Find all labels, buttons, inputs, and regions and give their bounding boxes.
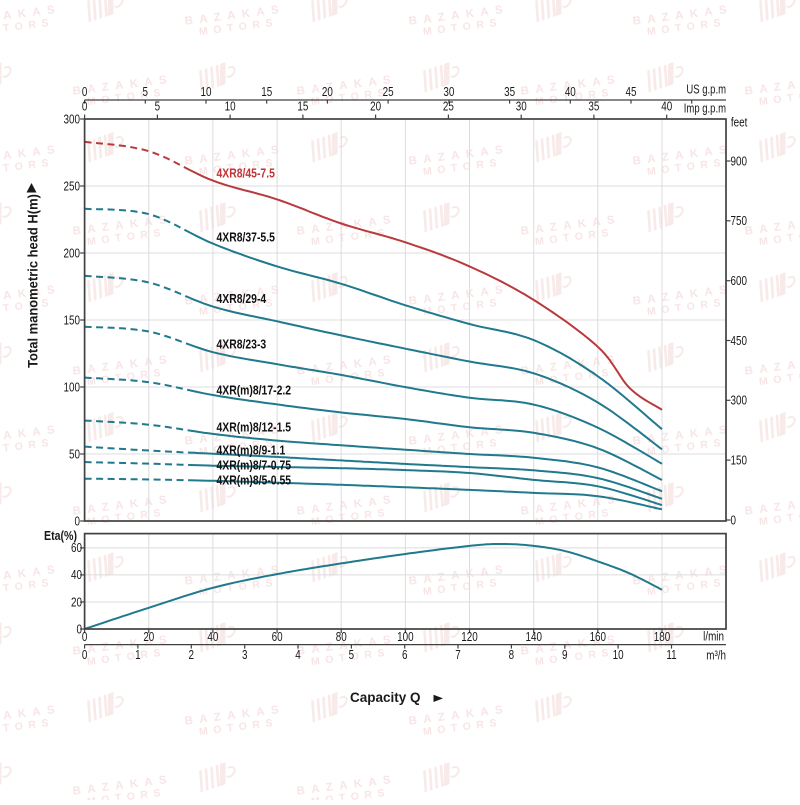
svg-text:4XR8/37-5.5: 4XR8/37-5.5 bbox=[217, 231, 276, 245]
svg-text:Imp g.p.m: Imp g.p.m bbox=[684, 102, 726, 116]
svg-text:4XR8/23-3: 4XR8/23-3 bbox=[217, 338, 267, 352]
svg-text:4XR(m)8/9-1.1: 4XR(m)8/9-1.1 bbox=[217, 444, 286, 458]
svg-text:25: 25 bbox=[383, 86, 394, 99]
svg-text:Capacity Q: Capacity Q bbox=[350, 690, 421, 705]
svg-text:4XR8/45-7.5: 4XR8/45-7.5 bbox=[217, 167, 276, 181]
svg-text:Total manometric head H(m): Total manometric head H(m) bbox=[25, 194, 40, 368]
svg-text:20: 20 bbox=[71, 596, 82, 609]
svg-text:60: 60 bbox=[272, 631, 283, 644]
svg-text:100: 100 bbox=[64, 381, 80, 394]
svg-text:150: 150 bbox=[731, 454, 747, 467]
svg-text:80: 80 bbox=[336, 631, 347, 644]
svg-text:6: 6 bbox=[402, 649, 407, 662]
svg-text:10: 10 bbox=[225, 100, 236, 113]
svg-text:15: 15 bbox=[261, 86, 272, 99]
svg-text:300: 300 bbox=[64, 113, 80, 126]
svg-text:450: 450 bbox=[731, 335, 747, 348]
svg-text:10: 10 bbox=[201, 86, 212, 99]
svg-text:50: 50 bbox=[69, 448, 80, 461]
svg-text:35: 35 bbox=[504, 86, 515, 99]
svg-text:4XR(m)8/12-1.5: 4XR(m)8/12-1.5 bbox=[217, 421, 292, 435]
svg-text:4XR8/29-4: 4XR8/29-4 bbox=[217, 292, 267, 306]
svg-text:11: 11 bbox=[666, 649, 676, 662]
svg-text:0: 0 bbox=[75, 515, 80, 528]
svg-text:5: 5 bbox=[349, 649, 354, 662]
svg-text:US g.p.m: US g.p.m bbox=[686, 83, 726, 97]
svg-text:0: 0 bbox=[731, 514, 736, 527]
svg-text:160: 160 bbox=[590, 631, 606, 644]
svg-text:750: 750 bbox=[731, 215, 747, 228]
svg-text:0: 0 bbox=[82, 649, 87, 662]
svg-text:140: 140 bbox=[525, 631, 541, 644]
svg-text:l/min: l/min bbox=[703, 630, 724, 643]
svg-text:1: 1 bbox=[135, 649, 140, 662]
svg-text:0: 0 bbox=[82, 100, 87, 113]
svg-text:5: 5 bbox=[143, 86, 148, 99]
svg-text:9: 9 bbox=[562, 649, 567, 662]
svg-text:Eta(%): Eta(%) bbox=[44, 529, 77, 543]
svg-text:25: 25 bbox=[443, 100, 454, 113]
svg-text:0: 0 bbox=[77, 623, 82, 636]
svg-text:m³/h: m³/h bbox=[706, 650, 726, 663]
svg-text:60: 60 bbox=[71, 542, 82, 555]
svg-text:40: 40 bbox=[661, 100, 672, 113]
svg-text:3: 3 bbox=[242, 649, 247, 662]
svg-text:5: 5 bbox=[155, 100, 160, 113]
svg-text:30: 30 bbox=[516, 100, 527, 113]
svg-text:20: 20 bbox=[322, 86, 333, 99]
svg-text:40: 40 bbox=[207, 631, 218, 644]
svg-text:8: 8 bbox=[509, 649, 514, 662]
svg-text:40: 40 bbox=[565, 86, 576, 99]
svg-text:4XR(m)8/7-0.75: 4XR(m)8/7-0.75 bbox=[217, 459, 292, 473]
svg-text:0: 0 bbox=[82, 86, 87, 99]
svg-text:40: 40 bbox=[71, 569, 82, 582]
svg-text:200: 200 bbox=[64, 247, 80, 260]
svg-text:150: 150 bbox=[64, 314, 80, 327]
svg-text:feet: feet bbox=[731, 117, 748, 130]
svg-text:4XR(m)8/5-0.55: 4XR(m)8/5-0.55 bbox=[217, 474, 292, 488]
svg-text:250: 250 bbox=[64, 180, 80, 193]
svg-text:20: 20 bbox=[143, 631, 154, 644]
svg-text:2: 2 bbox=[189, 649, 194, 662]
svg-text:120: 120 bbox=[461, 631, 477, 644]
svg-text:600: 600 bbox=[731, 275, 747, 288]
svg-text:900: 900 bbox=[731, 155, 747, 168]
svg-text:10: 10 bbox=[613, 649, 624, 662]
svg-text:7: 7 bbox=[455, 649, 460, 662]
svg-text:100: 100 bbox=[397, 631, 413, 644]
svg-text:15: 15 bbox=[297, 100, 308, 113]
svg-text:180: 180 bbox=[654, 631, 670, 644]
svg-text:30: 30 bbox=[443, 86, 454, 99]
svg-text:45: 45 bbox=[626, 86, 637, 99]
svg-text:4: 4 bbox=[295, 649, 300, 662]
svg-text:0: 0 bbox=[82, 631, 87, 644]
svg-text:35: 35 bbox=[588, 100, 599, 113]
svg-text:4XR(m)8/17-2.2: 4XR(m)8/17-2.2 bbox=[217, 383, 292, 397]
svg-text:20: 20 bbox=[370, 100, 381, 113]
svg-text:300: 300 bbox=[731, 395, 747, 408]
